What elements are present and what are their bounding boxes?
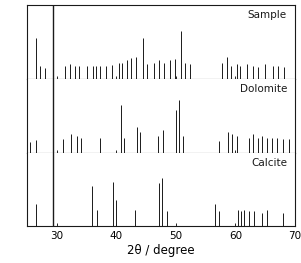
Text: Dolomite: Dolomite — [240, 84, 287, 94]
Text: Sample: Sample — [248, 11, 287, 21]
X-axis label: 2θ / degree: 2θ / degree — [127, 244, 195, 257]
Text: Calcite: Calcite — [251, 158, 287, 168]
